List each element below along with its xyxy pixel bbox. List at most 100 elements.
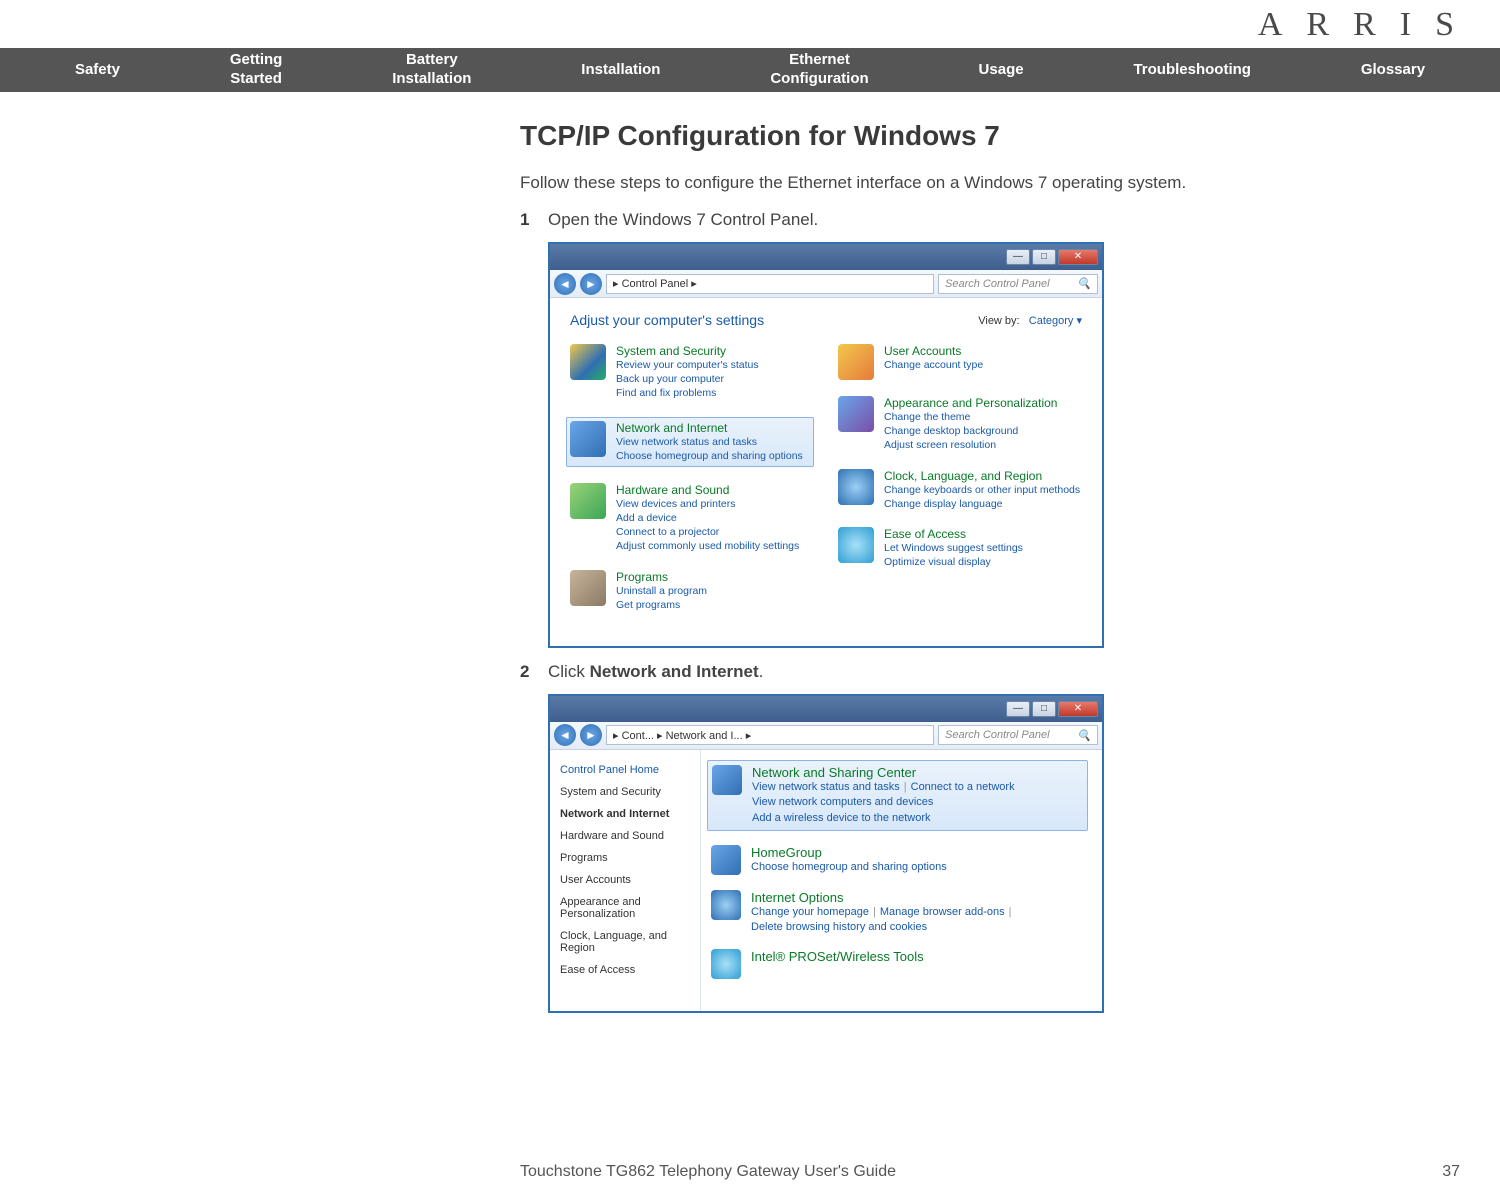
- cp-category[interactable]: ProgramsUninstall a programGet programs: [570, 570, 814, 612]
- intro-text: Follow these steps to configure the Ethe…: [520, 172, 1480, 194]
- category-icon: [570, 344, 606, 380]
- nav-usage[interactable]: Usage: [979, 61, 1024, 80]
- side-panel-item[interactable]: Ease of Access: [560, 964, 690, 976]
- category-sublink[interactable]: Add a device: [616, 511, 799, 525]
- category-sublink[interactable]: Connect to a projector: [616, 525, 799, 539]
- category-sublink[interactable]: Uninstall a program: [616, 584, 707, 598]
- cp-right-column: User AccountsChange account type Appearan…: [838, 344, 1082, 628]
- category-icon: [838, 396, 874, 432]
- view-by[interactable]: View by: Category ▾: [978, 314, 1082, 327]
- group-sublink[interactable]: Delete browsing history and cookies: [751, 921, 927, 933]
- category-sublink[interactable]: Change keyboards or other input methods: [884, 483, 1080, 497]
- cp-category[interactable]: User AccountsChange account type: [838, 344, 1082, 380]
- side-panel-item[interactable]: Programs: [560, 852, 690, 864]
- group-sublink[interactable]: Change your homepage: [751, 906, 869, 918]
- right-panel: Network and Sharing CenterView network s…: [700, 750, 1102, 1011]
- minimize-button-2[interactable]: —: [1006, 701, 1030, 717]
- cp-category[interactable]: System and SecurityReview your computer'…: [570, 344, 814, 401]
- forward-button[interactable]: ►: [580, 273, 602, 295]
- category-sublink[interactable]: Change the theme: [884, 410, 1057, 424]
- cp-category[interactable]: Clock, Language, and RegionChange keyboa…: [838, 469, 1082, 511]
- category-sublink[interactable]: View devices and printers: [616, 497, 799, 511]
- panel-group[interactable]: Internet OptionsChange your homepage|Man…: [711, 890, 1088, 936]
- group-title: Intel® PROSet/Wireless Tools: [751, 949, 924, 964]
- search-placeholder: Search Control Panel: [945, 278, 1050, 290]
- category-sublink[interactable]: Find and fix problems: [616, 386, 759, 400]
- category-sublink[interactable]: Back up your computer: [616, 372, 759, 386]
- group-sublink[interactable]: View network computers and devices: [752, 796, 933, 808]
- step-2: 2 Click Network and Internet. — □ ✕ ◄ ► …: [548, 662, 1480, 1013]
- cp-category[interactable]: Network and InternetView network status …: [566, 417, 814, 467]
- group-icon: [711, 845, 741, 875]
- side-panel-item[interactable]: Appearance and Personalization: [560, 896, 690, 920]
- main-content: TCP/IP Configuration for Windows 7 Follo…: [520, 120, 1480, 1027]
- cp-category[interactable]: Ease of AccessLet Windows suggest settin…: [838, 527, 1082, 569]
- maximize-button[interactable]: □: [1032, 249, 1056, 265]
- nav-troubleshooting[interactable]: Troubleshooting: [1133, 61, 1251, 80]
- category-sublink[interactable]: Optimize visual display: [884, 555, 1023, 569]
- cp-left-column: System and SecurityReview your computer'…: [570, 344, 814, 628]
- category-sublink[interactable]: Get programs: [616, 598, 707, 612]
- category-sublink[interactable]: Review your computer's status: [616, 358, 759, 372]
- close-button-2[interactable]: ✕: [1058, 701, 1098, 717]
- category-icon: [570, 421, 606, 457]
- group-sublink[interactable]: View network status and tasks: [752, 781, 900, 793]
- group-icon: [711, 949, 741, 979]
- group-sublinks: Change your homepage|Manage browser add-…: [751, 905, 1016, 936]
- minimize-button[interactable]: —: [1006, 249, 1030, 265]
- side-panel-item[interactable]: Clock, Language, and Region: [560, 930, 690, 954]
- group-sublink[interactable]: Connect to a network: [911, 781, 1015, 793]
- category-sublink[interactable]: Adjust commonly used mobility settings: [616, 539, 799, 553]
- back-button-2[interactable]: ◄: [554, 724, 576, 746]
- cp-category[interactable]: Hardware and SoundView devices and print…: [570, 483, 814, 554]
- footer-page-number: 37: [1442, 1163, 1460, 1181]
- side-panel-item[interactable]: Hardware and Sound: [560, 830, 690, 842]
- side-panel-home[interactable]: Control Panel Home: [560, 764, 690, 776]
- cp-category[interactable]: Appearance and PersonalizationChange the…: [838, 396, 1082, 453]
- close-button[interactable]: ✕: [1058, 249, 1098, 265]
- category-sublink[interactable]: Choose homegroup and sharing options: [616, 449, 803, 463]
- category-icon: [838, 344, 874, 380]
- category-title: System and Security: [616, 344, 759, 358]
- category-title: Hardware and Sound: [616, 483, 799, 497]
- group-sublink[interactable]: Choose homegroup and sharing options: [751, 861, 947, 873]
- maximize-button-2[interactable]: □: [1032, 701, 1056, 717]
- breadcrumb-2[interactable]: ▸ Cont... ▸ Network and I... ▸: [606, 725, 934, 745]
- group-title: HomeGroup: [751, 845, 947, 860]
- search-input-2[interactable]: Search Control Panel 🔍: [938, 725, 1098, 745]
- category-sublink[interactable]: Change display language: [884, 497, 1080, 511]
- nav-getting-started[interactable]: Getting Started: [230, 51, 283, 89]
- category-sublink[interactable]: Let Windows suggest settings: [884, 541, 1023, 555]
- step-1-number: 1: [520, 210, 529, 230]
- category-sublink[interactable]: View network status and tasks: [616, 435, 803, 449]
- category-title: Appearance and Personalization: [884, 396, 1057, 410]
- side-panel-item[interactable]: Network and Internet: [560, 808, 690, 820]
- nav-battery-installation[interactable]: Battery Installation: [392, 51, 471, 89]
- back-button[interactable]: ◄: [554, 273, 576, 295]
- nav-installation[interactable]: Installation: [581, 61, 660, 80]
- nav-glossary[interactable]: Glossary: [1361, 61, 1425, 80]
- panel-group[interactable]: HomeGroupChoose homegroup and sharing op…: [711, 845, 1088, 875]
- nav-safety[interactable]: Safety: [75, 61, 120, 80]
- category-sublink[interactable]: Change desktop background: [884, 424, 1057, 438]
- category-title: Programs: [616, 570, 707, 584]
- search-input[interactable]: Search Control Panel 🔍: [938, 274, 1098, 294]
- panel-group[interactable]: Intel® PROSet/Wireless Tools: [711, 949, 1088, 979]
- nav-ethernet-configuration[interactable]: Ethernet Configuration: [770, 51, 868, 89]
- page-title: TCP/IP Configuration for Windows 7: [520, 120, 1480, 152]
- category-sublink[interactable]: Change account type: [884, 358, 983, 372]
- address-bar: ◄ ► ▸ Control Panel ▸ Search Control Pan…: [550, 270, 1102, 298]
- group-title: Network and Sharing Center: [752, 765, 1015, 780]
- screenshot-network-internet: — □ ✕ ◄ ► ▸ Cont... ▸ Network and I... ▸…: [548, 694, 1104, 1013]
- brand-logo: ARRIS: [1258, 6, 1478, 44]
- panel-group[interactable]: Network and Sharing CenterView network s…: [707, 760, 1088, 831]
- side-panel: Control Panel Home System and Security Ne…: [550, 750, 700, 1011]
- breadcrumb[interactable]: ▸ Control Panel ▸: [606, 274, 934, 294]
- group-sublink[interactable]: Manage browser add-ons: [880, 906, 1005, 918]
- forward-button-2[interactable]: ►: [580, 724, 602, 746]
- side-panel-item[interactable]: System and Security: [560, 786, 690, 798]
- category-sublink[interactable]: Adjust screen resolution: [884, 438, 1057, 452]
- side-panel-item[interactable]: User Accounts: [560, 874, 690, 886]
- group-sublink[interactable]: Add a wireless device to the network: [752, 812, 931, 824]
- step-2-text: Click Network and Internet.: [548, 662, 763, 681]
